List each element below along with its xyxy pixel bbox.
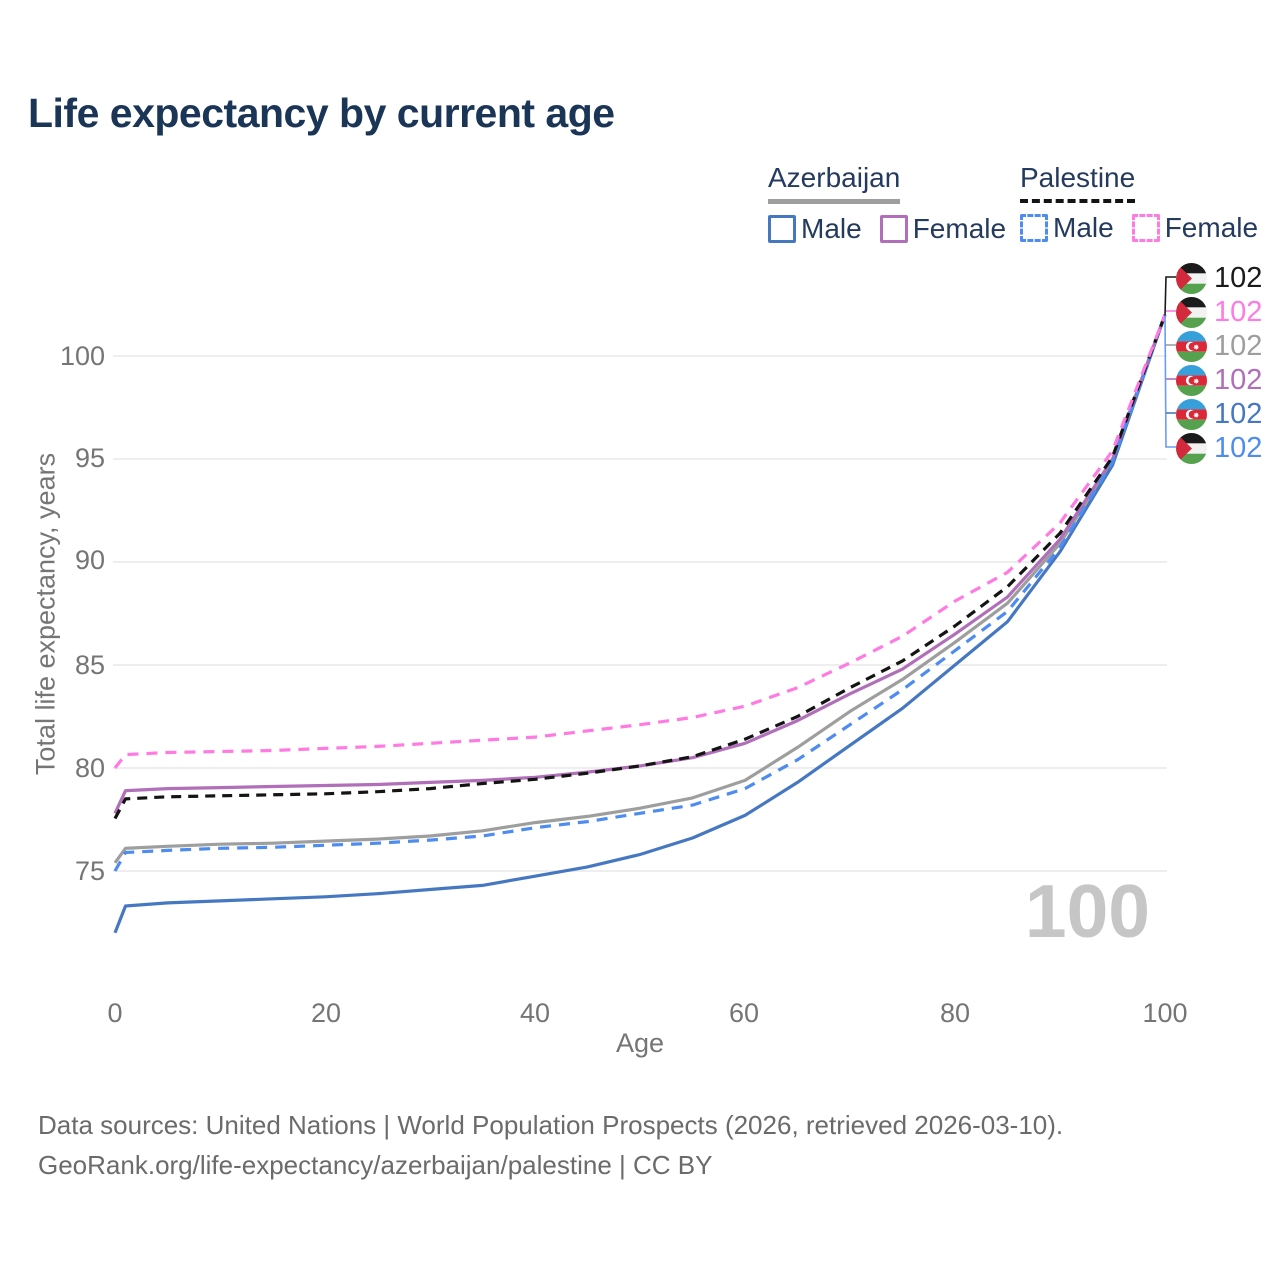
legend-swatch-palestine-female[interactable] xyxy=(1131,214,1160,242)
x-axis-title: Age xyxy=(615,1028,665,1058)
legend-item-azerbaijan-male[interactable]: Male xyxy=(768,213,862,245)
end-label-palestine-total: 102 xyxy=(1176,262,1262,295)
legend-label-palestine-male: Male xyxy=(1053,212,1114,243)
legend-group-azerbaijan: Azerbaijan Male Female xyxy=(768,162,1024,245)
series-line-azerbaijan-female[interactable] xyxy=(113,314,1167,814)
palestine-flag-icon xyxy=(1176,263,1207,294)
legend-country-azerbaijan[interactable]: Azerbaijan xyxy=(768,162,901,204)
x-tick-40: 40 xyxy=(519,998,551,1028)
y-tick-80: 80 xyxy=(74,753,105,783)
legend-row-azerbaijan: Male Female xyxy=(768,213,1024,245)
age-counter-watermark: 100 xyxy=(1024,869,1150,953)
x-tick-100: 100 xyxy=(1142,998,1188,1028)
end-value: 102 xyxy=(1214,296,1263,328)
end-label-palestine-male: 102 xyxy=(1176,432,1262,465)
x-tick-80: 80 xyxy=(939,998,971,1028)
y-tick-85: 85 xyxy=(74,650,105,680)
y-tick-95: 95 xyxy=(74,443,105,473)
legend-item-palestine-female[interactable]: Female xyxy=(1131,212,1259,244)
series-line-palestine-female[interactable] xyxy=(113,314,1167,769)
x-tick-20: 20 xyxy=(310,998,342,1028)
series-line-palestine-total[interactable] xyxy=(113,314,1167,820)
legend-label-palestine-female: Female xyxy=(1164,212,1259,243)
legend-item-azerbaijan-female[interactable]: Female xyxy=(879,213,1007,245)
end-value: 102 xyxy=(1214,432,1263,464)
legend-item-palestine-male[interactable]: Male xyxy=(1020,212,1114,244)
x-tick-0: 0 xyxy=(107,998,123,1028)
series-line-palestine-male[interactable] xyxy=(113,314,1167,872)
azerbaijan-flag-icon xyxy=(1176,399,1207,430)
series-line-azerbaijan-male[interactable] xyxy=(113,314,1167,934)
end-value: 102 xyxy=(1214,398,1263,430)
y-axis-title: Total life expectancy, years xyxy=(30,452,61,776)
palestine-flag-icon xyxy=(1176,433,1207,464)
legend-swatch-azerbaijan-male[interactable] xyxy=(768,215,796,243)
end-value: 102 xyxy=(1214,364,1263,396)
leader-line-top xyxy=(1164,276,1176,316)
end-label-palestine-female: 102 xyxy=(1176,296,1262,329)
palestine-flag-icon xyxy=(1176,297,1207,328)
legend-swatch-palestine-male[interactable] xyxy=(1020,214,1048,242)
legend-swatch-azerbaijan-female[interactable] xyxy=(879,215,908,243)
end-label-azerbaijan-total: 102 xyxy=(1176,330,1262,363)
y-tick-75: 75 xyxy=(74,856,105,886)
leader-line-bottom xyxy=(1164,315,1176,448)
y-tick-100: 100 xyxy=(59,341,105,371)
series-line-azerbaijan-total[interactable] xyxy=(113,314,1167,864)
data-sources-note: Data sources: United Nations | World Pop… xyxy=(38,1110,1064,1140)
legend-row-palestine: Male Female xyxy=(1020,212,1276,244)
end-label-azerbaijan-male: 102 xyxy=(1176,398,1262,431)
legend-group-palestine: Palestine Male Female xyxy=(1020,162,1276,244)
end-value: 102 xyxy=(1214,262,1263,294)
page-title: Life expectancy by current age xyxy=(28,90,615,136)
x-tick-60: 60 xyxy=(728,998,760,1028)
legend-country-palestine[interactable]: Palestine xyxy=(1020,162,1136,203)
end-value: 102 xyxy=(1214,330,1263,362)
legend-label-azerbaijan-female: Female xyxy=(912,213,1007,244)
azerbaijan-flag-icon xyxy=(1176,331,1207,362)
attribution-note: GeoRank.org/life-expectancy/azerbaijan/p… xyxy=(38,1150,713,1180)
end-label-azerbaijan-female: 102 xyxy=(1176,364,1262,397)
azerbaijan-flag-icon xyxy=(1176,365,1207,396)
y-tick-90: 90 xyxy=(74,545,105,575)
legend-label-azerbaijan-male: Male xyxy=(801,213,862,244)
